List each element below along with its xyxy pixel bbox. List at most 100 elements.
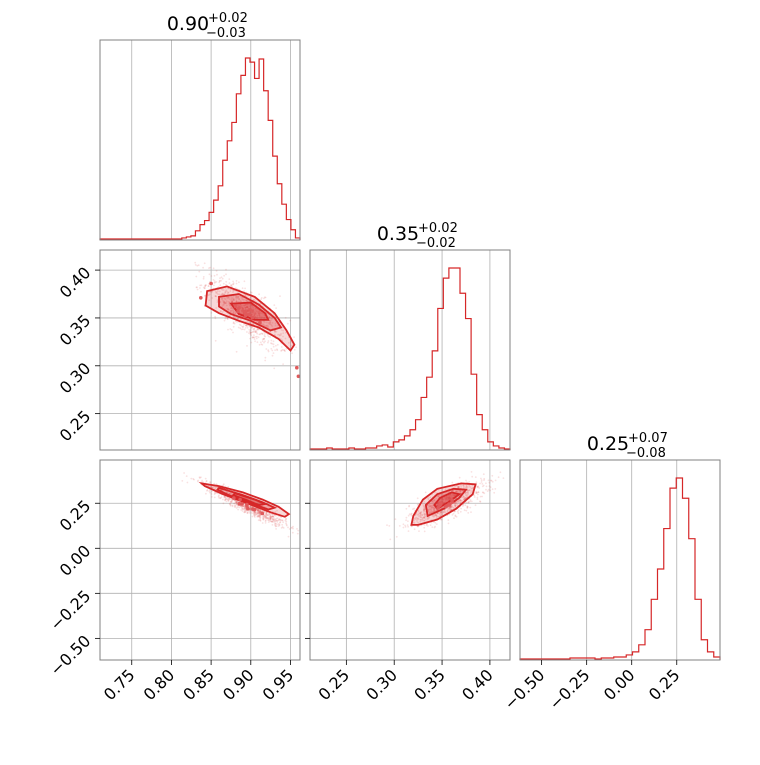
- sample-point: [281, 526, 284, 528]
- sample-point: [265, 512, 268, 515]
- sample-point: [429, 508, 432, 510]
- sample-point: [229, 288, 232, 291]
- sample-point: [493, 491, 496, 494]
- hist-panel-3: 0.25+0.07−0.08: [519, 431, 721, 661]
- sample-point: [211, 490, 213, 493]
- sample-point: [259, 511, 261, 514]
- sample-point: [244, 507, 247, 510]
- sample-point: [254, 340, 256, 343]
- x-tick-label: −0.50: [500, 665, 548, 713]
- sample-point: [405, 507, 408, 510]
- sample-point: [223, 297, 226, 300]
- sample-point: [469, 500, 472, 503]
- sample-point: [224, 291, 227, 294]
- sample-point: [231, 310, 234, 312]
- sample-point: [456, 500, 459, 503]
- sample-point: [271, 517, 274, 520]
- sample-point: [204, 285, 207, 288]
- sample-point: [428, 503, 431, 506]
- sample-point: [459, 501, 462, 504]
- sample-point: [413, 507, 416, 510]
- contour-level-1: [204, 285, 296, 352]
- sample-point: [447, 497, 449, 499]
- sample-point: [257, 515, 259, 517]
- sample-point: [231, 307, 234, 310]
- sample-point: [263, 516, 265, 518]
- sample-point: [446, 496, 449, 499]
- sample-point: [228, 497, 230, 500]
- sample-point: [254, 331, 256, 333]
- panel-title-2: 0.35: [377, 223, 419, 245]
- sample-point: [463, 498, 466, 501]
- sample-point: [258, 314, 261, 317]
- sample-point: [239, 327, 242, 330]
- sample-point: [277, 519, 279, 522]
- sample-point: [436, 504, 438, 507]
- sample-point: [214, 317, 217, 320]
- sample-point: [279, 521, 282, 523]
- sample-point: [444, 511, 447, 513]
- sample-point: [205, 480, 208, 482]
- sample-point: [261, 343, 264, 346]
- sample-point: [216, 291, 218, 294]
- sample-point: [246, 306, 249, 309]
- sample-point: [410, 514, 413, 517]
- sample-point: [277, 525, 280, 527]
- sample-point: [426, 518, 429, 521]
- sample-point: [215, 290, 217, 293]
- sample-point: [234, 312, 237, 314]
- sample-point: [270, 339, 273, 342]
- sample-point: [459, 490, 462, 493]
- core-point: [252, 507, 257, 512]
- sample-point: [280, 349, 283, 352]
- sample-point: [428, 505, 431, 508]
- sample-point: [258, 512, 261, 515]
- axes-frame: [309, 249, 511, 451]
- sample-point: [223, 300, 225, 303]
- sample-point: [199, 287, 201, 289]
- sample-point: [265, 516, 267, 519]
- sample-point: [431, 507, 433, 510]
- sample-point: [248, 325, 251, 328]
- sample-point: [254, 312, 257, 315]
- sample-point: [264, 515, 267, 517]
- sample-point: [246, 511, 249, 513]
- sample-point: [211, 297, 214, 299]
- sample-point: [259, 515, 262, 517]
- sample-point: [256, 332, 259, 335]
- sample-point: [204, 285, 207, 287]
- sample-point: [487, 479, 490, 482]
- sample-point: [447, 519, 450, 521]
- sample-point: [249, 331, 252, 334]
- sample-point: [228, 298, 231, 300]
- sample-point: [242, 508, 244, 511]
- sample-point: [424, 515, 427, 518]
- sample-point: [251, 311, 254, 314]
- sample-point: [456, 504, 459, 506]
- sample-point: [219, 277, 221, 279]
- sample-point: [243, 511, 246, 514]
- sample-point: [480, 481, 483, 483]
- sample-point: [269, 516, 271, 518]
- sample-point: [260, 316, 263, 319]
- sample-point: [455, 490, 458, 493]
- sample-point: [459, 499, 462, 502]
- core-point: [443, 504, 448, 509]
- sample-point: [288, 528, 291, 530]
- sample-point: [229, 504, 232, 507]
- sample-point: [215, 292, 217, 294]
- sample-point: [214, 295, 217, 298]
- sample-point: [212, 486, 215, 489]
- sample-point: [231, 300, 234, 303]
- sample-point: [258, 511, 260, 514]
- sample-point: [405, 516, 408, 519]
- sample-point: [245, 324, 248, 327]
- sample-point: [423, 513, 426, 515]
- sample-point: [451, 494, 454, 496]
- sample-point: [419, 512, 422, 514]
- sample-point: [223, 293, 226, 296]
- sample-point: [261, 312, 264, 315]
- sample-point: [466, 507, 469, 509]
- sample-point: [449, 509, 452, 511]
